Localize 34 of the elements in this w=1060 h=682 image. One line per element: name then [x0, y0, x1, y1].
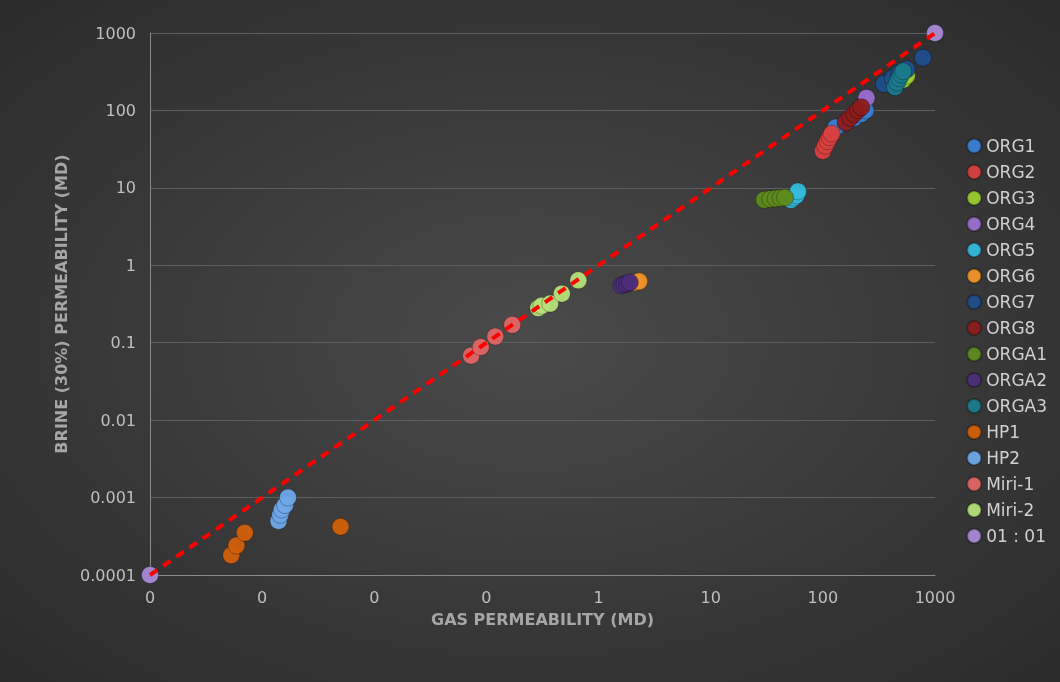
y-axis-title: BRINE (30%) PERMEABILITY (MD): [51, 154, 71, 454]
x-tick-label: 1000: [914, 587, 956, 607]
legend-label: ORG4: [986, 214, 1036, 234]
x-tick-label: 0: [481, 587, 492, 607]
y-tick-label: 10: [115, 178, 136, 198]
x-tick-label: 0: [257, 587, 268, 607]
y-tick-label: 100: [105, 100, 136, 120]
legend-label: ORG2: [986, 162, 1036, 182]
legend-label: ORG8: [986, 318, 1036, 338]
y-tick-label: 1000: [95, 23, 136, 43]
y-tick-label: 0.001: [90, 488, 136, 508]
legend-label: ORG5: [986, 240, 1036, 260]
legend-label: 01 : 01: [986, 526, 1046, 546]
x-tick-label: 10: [700, 587, 721, 607]
x-tick-label: 1: [593, 587, 604, 607]
legend-label: ORGA1: [986, 344, 1047, 364]
x-axis-title: GAS PERMEABILITY (MD): [430, 609, 655, 629]
legend-label: HP2: [986, 448, 1021, 468]
y-tick-label: 1: [125, 255, 136, 275]
x-tick-label: 100: [807, 587, 839, 607]
legend-label: ORG6: [986, 266, 1036, 286]
x-tick-label: 0: [369, 587, 380, 607]
legend-label: ORG3: [986, 188, 1036, 208]
y-tick-label: 0.01: [100, 410, 136, 430]
legend-label: HP1: [986, 422, 1021, 442]
legend-label: Miri-1: [986, 474, 1035, 494]
x-tick-label: 0: [144, 587, 156, 607]
legend-label: Miri-2: [986, 500, 1035, 520]
y-tick-label: 0.1: [110, 333, 136, 353]
legend-label: ORGA2: [986, 370, 1047, 390]
legend-label: ORG1: [986, 136, 1036, 156]
legend-label: ORGA3: [986, 396, 1047, 416]
legend-label: ORG7: [986, 292, 1036, 312]
y-tick-label: 0.0001: [80, 565, 136, 585]
